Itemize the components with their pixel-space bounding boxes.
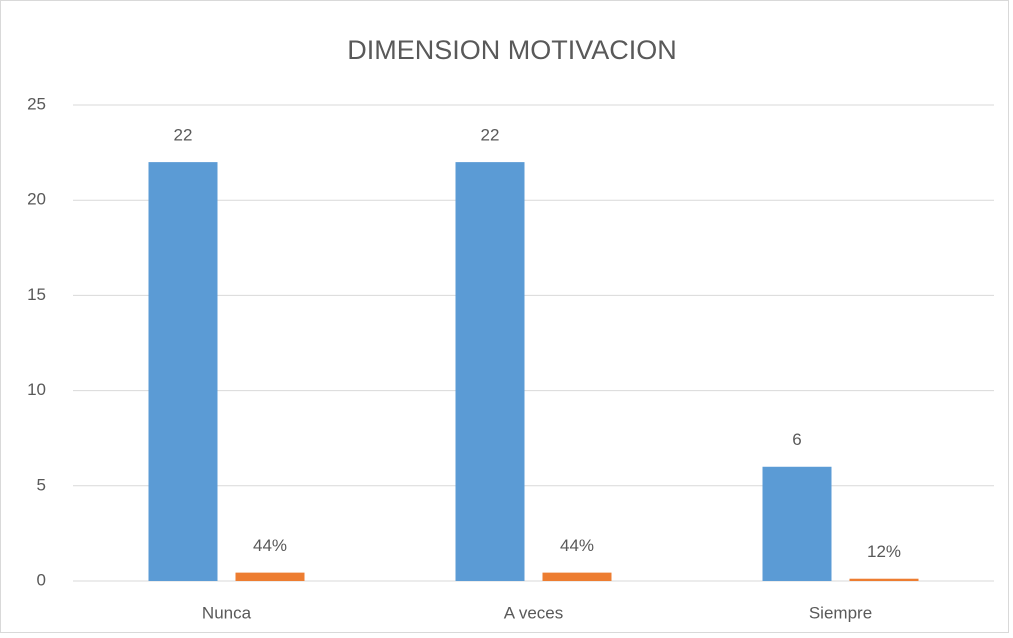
y-tick-label: 5 [37,475,46,494]
x-tick-label: A veces [504,603,564,622]
bar [455,162,525,581]
bar [235,572,305,581]
bar [542,572,612,581]
bar [148,162,218,581]
y-tick-label: 0 [37,570,46,589]
x-tick-label: Siempre [809,603,872,622]
data-label: 44% [560,536,594,555]
y-tick-label: 25 [27,94,46,113]
bar [762,466,832,581]
bar [849,578,919,581]
x-tick-label: Nunca [202,603,252,622]
data-label: 22 [174,126,193,145]
data-label: 22 [481,126,500,145]
y-tick-label: 10 [27,380,46,399]
data-label: 6 [792,430,801,449]
data-label: 12% [867,542,901,561]
chart-title: DIMENSION MOTIVACION [347,35,677,65]
data-label: 44% [253,536,287,555]
y-tick-label: 15 [27,285,46,304]
y-tick-label: 20 [27,190,46,209]
